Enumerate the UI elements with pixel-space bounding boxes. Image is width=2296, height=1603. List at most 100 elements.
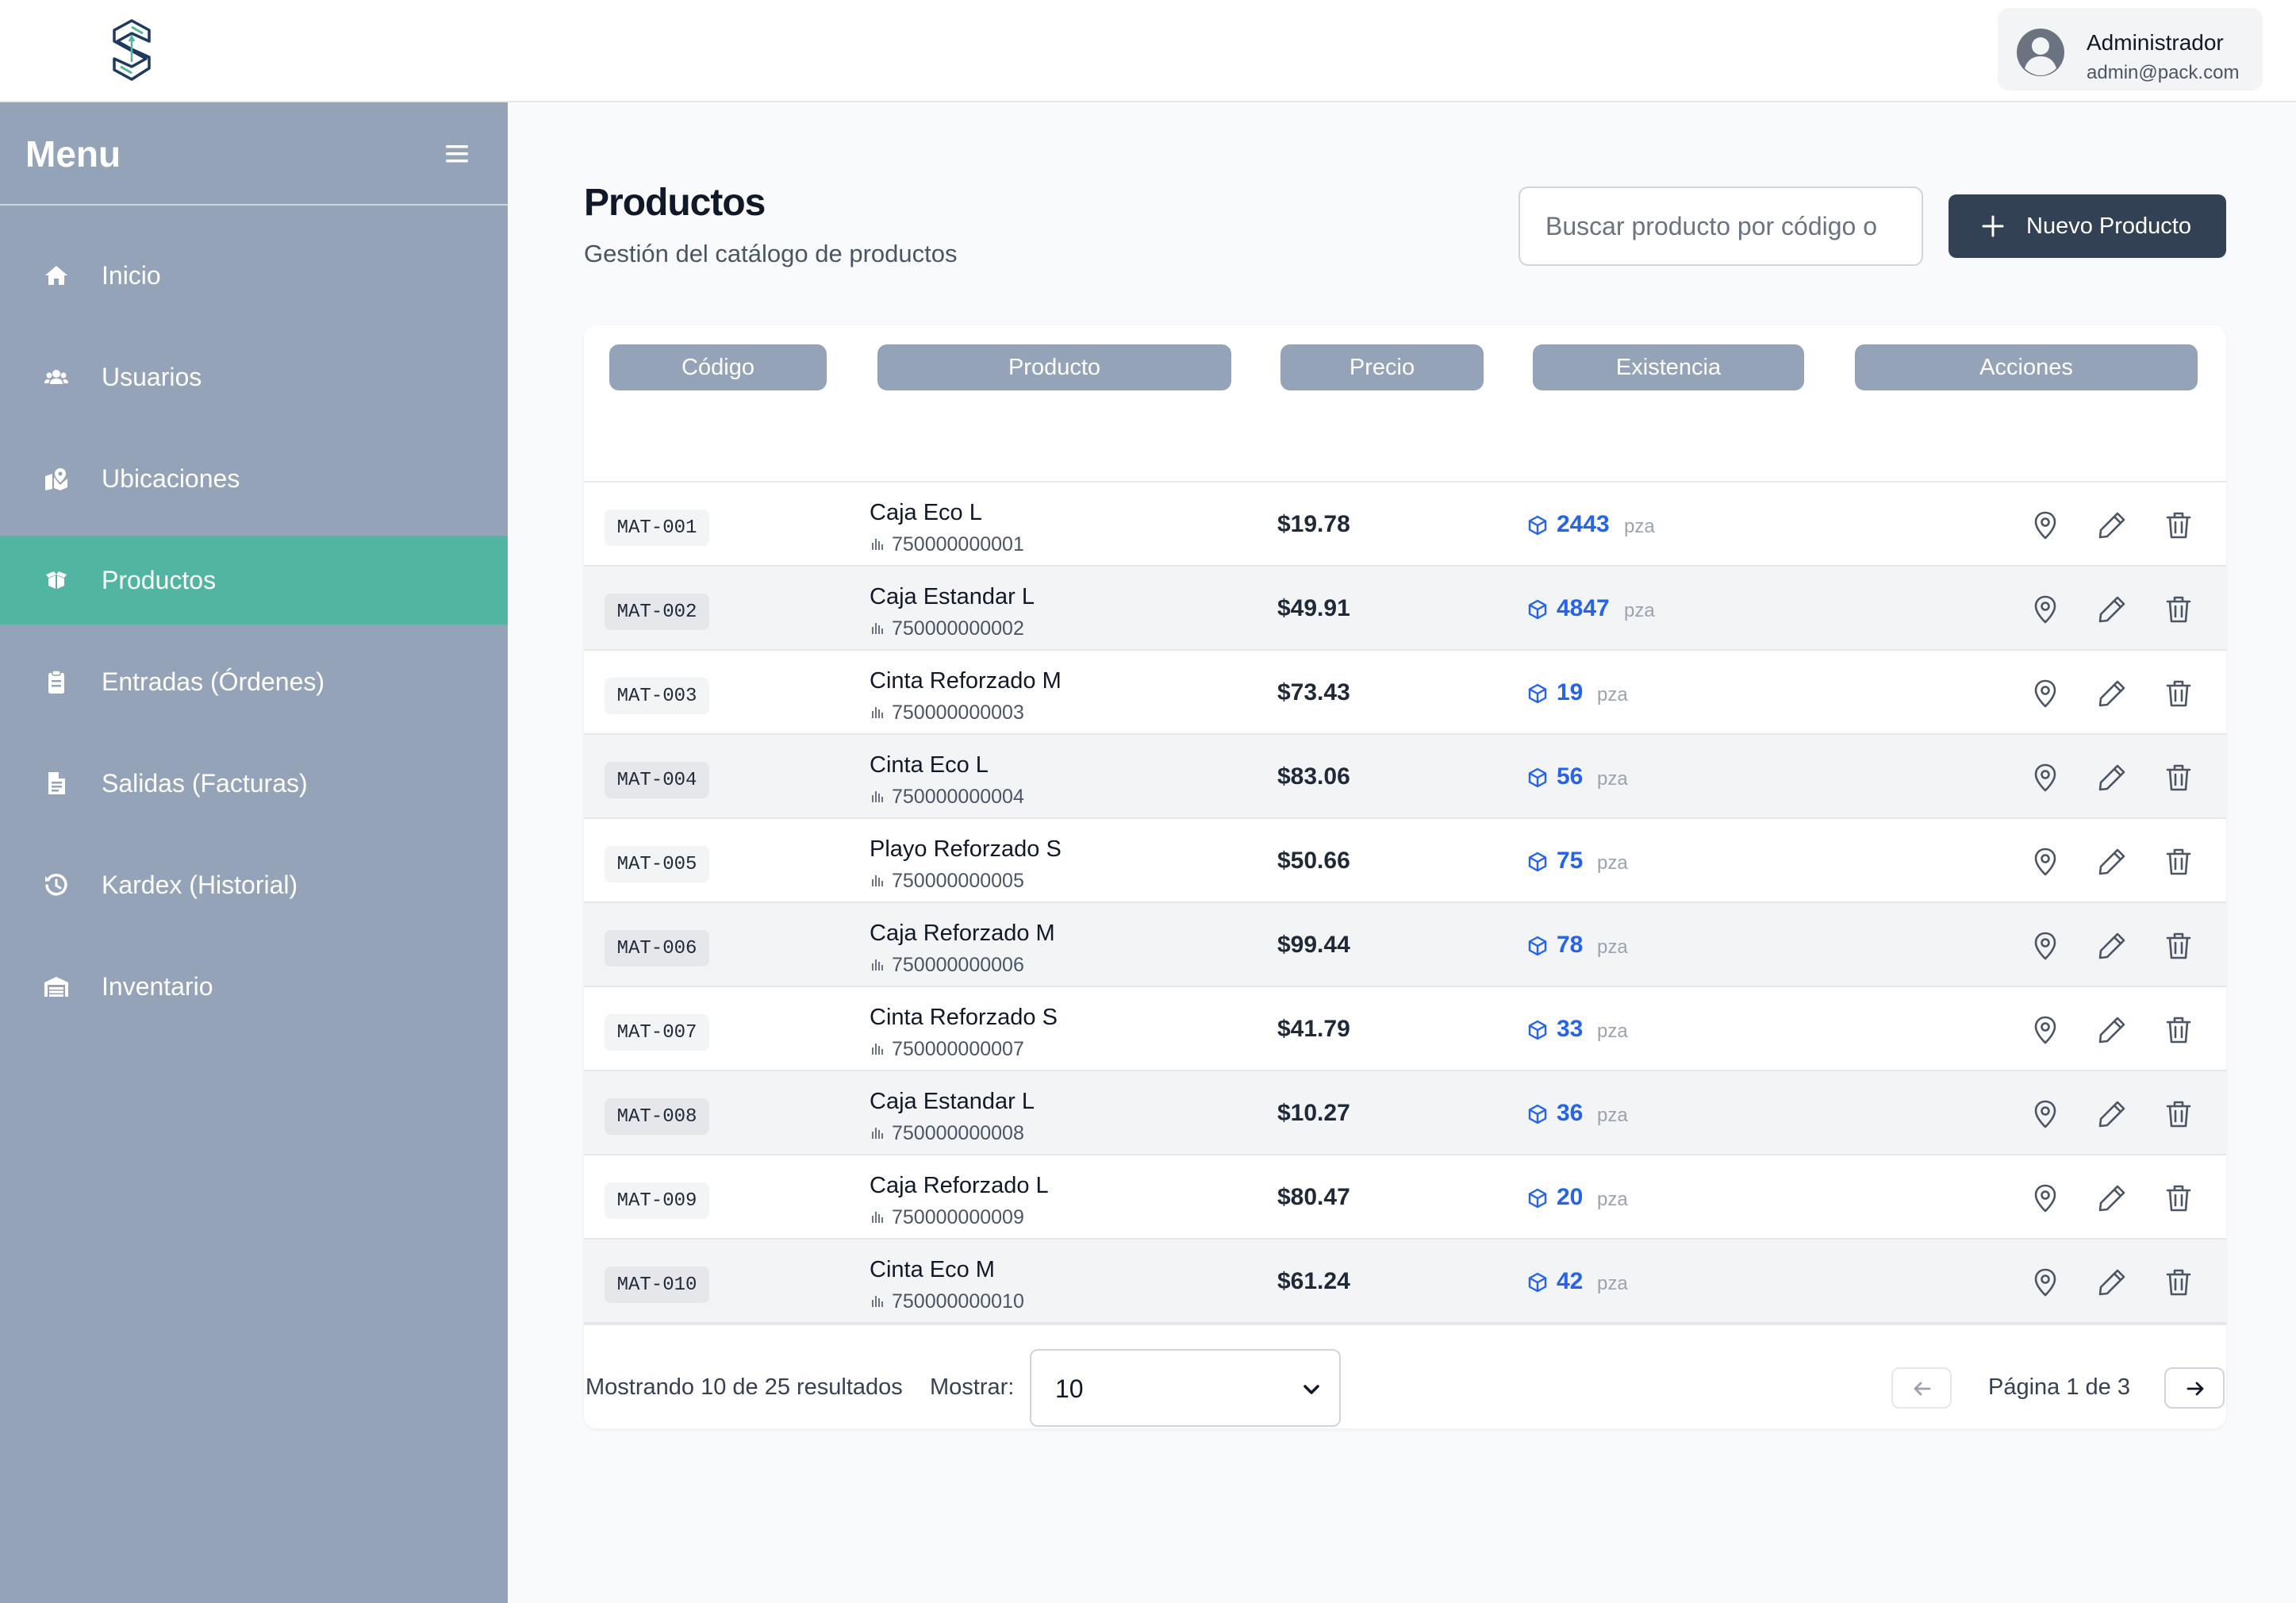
- sidebar-item-productos[interactable]: Productos: [0, 536, 508, 625]
- trash-icon[interactable]: [2163, 509, 2194, 541]
- edit-pencil-icon[interactable]: [2096, 678, 2128, 709]
- product-barcode: 750000000004: [892, 786, 1024, 808]
- product-code: MAT-001: [605, 509, 709, 546]
- table-footer-divider: [584, 1324, 2226, 1325]
- header-divider: [584, 481, 2226, 482]
- location-pin-icon[interactable]: [2029, 594, 2061, 625]
- product-price: $19.78: [1277, 511, 1350, 537]
- column-header-codigo[interactable]: Código: [609, 344, 827, 390]
- product-price: $61.24: [1277, 1268, 1350, 1294]
- column-header-precio[interactable]: Precio: [1280, 344, 1484, 390]
- product-stock: 56: [1557, 763, 1584, 790]
- location-pin-icon[interactable]: [2029, 1267, 2061, 1298]
- user-menu[interactable]: Administrador admin@pack.com: [1998, 8, 2263, 90]
- edit-pencil-icon[interactable]: [2096, 1267, 2128, 1298]
- sidebar-item-label: Usuarios: [102, 362, 202, 391]
- product-stock: 19: [1557, 679, 1584, 705]
- table-row: MAT-008 Caja Estandar L 750000000008 $10…: [584, 1071, 2226, 1155]
- edit-pencil-icon[interactable]: [2096, 1098, 2128, 1130]
- trash-icon[interactable]: [2163, 1014, 2194, 1046]
- product-barcode: 750000000003: [892, 702, 1024, 724]
- cube-icon: [1526, 514, 1549, 536]
- trash-icon[interactable]: [2163, 1267, 2194, 1298]
- barcode-icon: [871, 873, 884, 887]
- hamburger-menu-icon[interactable]: [444, 142, 470, 166]
- stock-unit: pza: [1597, 1273, 1628, 1294]
- sidebar-item-ubicaciones[interactable]: Ubicaciones: [0, 434, 508, 523]
- product-code: MAT-006: [605, 930, 709, 967]
- product-stock: 78: [1557, 932, 1584, 958]
- history-icon: [43, 871, 70, 898]
- edit-pencil-icon[interactable]: [2096, 509, 2128, 541]
- top-bar: Administrador admin@pack.com: [0, 0, 2296, 102]
- cube-icon: [1526, 767, 1549, 789]
- app-logo[interactable]: [108, 17, 155, 83]
- product-stock: 75: [1557, 848, 1584, 874]
- trash-icon[interactable]: [2163, 1098, 2194, 1130]
- column-header-acciones[interactable]: Acciones: [1855, 344, 2198, 390]
- sidebar-item-salidas[interactable]: Salidas (Facturas): [0, 739, 508, 828]
- sidebar-item-inicio[interactable]: Inicio: [0, 231, 508, 320]
- sidebar-item-usuarios[interactable]: Usuarios: [0, 333, 508, 421]
- table-row: MAT-003 Cinta Reforzado M 750000000003 $…: [584, 651, 2226, 735]
- table-row: MAT-001 Caja Eco L 750000000001 $19.78 2…: [584, 482, 2226, 567]
- edit-pencil-icon[interactable]: [2096, 930, 2128, 962]
- product-price: $73.43: [1277, 679, 1350, 705]
- edit-pencil-icon[interactable]: [2096, 846, 2128, 878]
- results-count: Mostrando 10 de 25 resultados: [586, 1374, 903, 1400]
- product-barcode: 750000000006: [892, 954, 1024, 976]
- sidebar-item-label: Productos: [102, 565, 217, 594]
- product-name: Caja Estandar L: [870, 1089, 1035, 1114]
- trash-icon[interactable]: [2163, 930, 2194, 962]
- stock-unit: pza: [1624, 600, 1655, 621]
- location-pin-icon[interactable]: [2029, 1014, 2061, 1046]
- previous-page-button[interactable]: [1891, 1367, 1952, 1409]
- sidebar-item-kardex[interactable]: Kardex (Historial): [0, 840, 508, 929]
- edit-pencil-icon[interactable]: [2096, 1014, 2128, 1046]
- search-input[interactable]: [1519, 186, 1923, 266]
- location-pin-icon[interactable]: [2029, 930, 2061, 962]
- sidebar-item-label: Entradas (Órdenes): [102, 667, 325, 696]
- column-header-existencia[interactable]: Existencia: [1533, 344, 1804, 390]
- page-size-select[interactable]: 10: [1030, 1349, 1341, 1427]
- location-pin-icon[interactable]: [2029, 509, 2061, 541]
- location-pin-icon[interactable]: [2029, 678, 2061, 709]
- edit-pencil-icon[interactable]: [2096, 594, 2128, 625]
- product-barcode: 750000000001: [892, 533, 1024, 555]
- edit-pencil-icon[interactable]: [2096, 1182, 2128, 1214]
- warehouse-icon: [43, 973, 70, 1000]
- menu-title: Menu: [25, 133, 121, 175]
- new-product-label: Nuevo Producto: [2026, 213, 2191, 239]
- sidebar-item-inventario[interactable]: Inventario: [0, 942, 508, 1031]
- next-page-button[interactable]: [2164, 1367, 2225, 1409]
- trash-icon[interactable]: [2163, 678, 2194, 709]
- barcode-icon: [871, 1294, 884, 1308]
- product-name: Caja Estandar L: [870, 584, 1035, 609]
- location-pin-icon[interactable]: [2029, 762, 2061, 794]
- trash-icon[interactable]: [2163, 1182, 2194, 1214]
- product-barcode: 750000000008: [892, 1122, 1024, 1144]
- location-pin-icon[interactable]: [2029, 846, 2061, 878]
- product-price: $10.27: [1277, 1100, 1350, 1126]
- page-subtitle: Gestión del catálogo de productos: [584, 240, 958, 267]
- boxes-icon: [43, 567, 70, 594]
- sidebar-item-entradas[interactable]: Entradas (Órdenes): [0, 637, 508, 726]
- product-name: Caja Reforzado L: [870, 1173, 1049, 1198]
- table-row: MAT-009 Caja Reforzado L 750000000009 $8…: [584, 1155, 2226, 1240]
- location-pin-icon[interactable]: [2029, 1182, 2061, 1214]
- column-header-producto[interactable]: Producto: [877, 344, 1231, 390]
- product-price: $80.47: [1277, 1184, 1350, 1210]
- arrow-right-icon: [2187, 1382, 2204, 1396]
- trash-icon[interactable]: [2163, 594, 2194, 625]
- product-code: MAT-010: [605, 1267, 709, 1303]
- product-barcode: 750000000010: [892, 1290, 1024, 1313]
- edit-pencil-icon[interactable]: [2096, 762, 2128, 794]
- location-pin-icon[interactable]: [2029, 1098, 2061, 1130]
- map-location-icon: [43, 465, 70, 492]
- trash-icon[interactable]: [2163, 846, 2194, 878]
- clipboard-icon: [43, 668, 70, 695]
- trash-icon[interactable]: [2163, 762, 2194, 794]
- product-code: MAT-008: [605, 1098, 709, 1135]
- new-product-button[interactable]: Nuevo Producto: [1949, 194, 2226, 258]
- table-row: MAT-004 Cinta Eco L 750000000004 $83.06 …: [584, 735, 2226, 819]
